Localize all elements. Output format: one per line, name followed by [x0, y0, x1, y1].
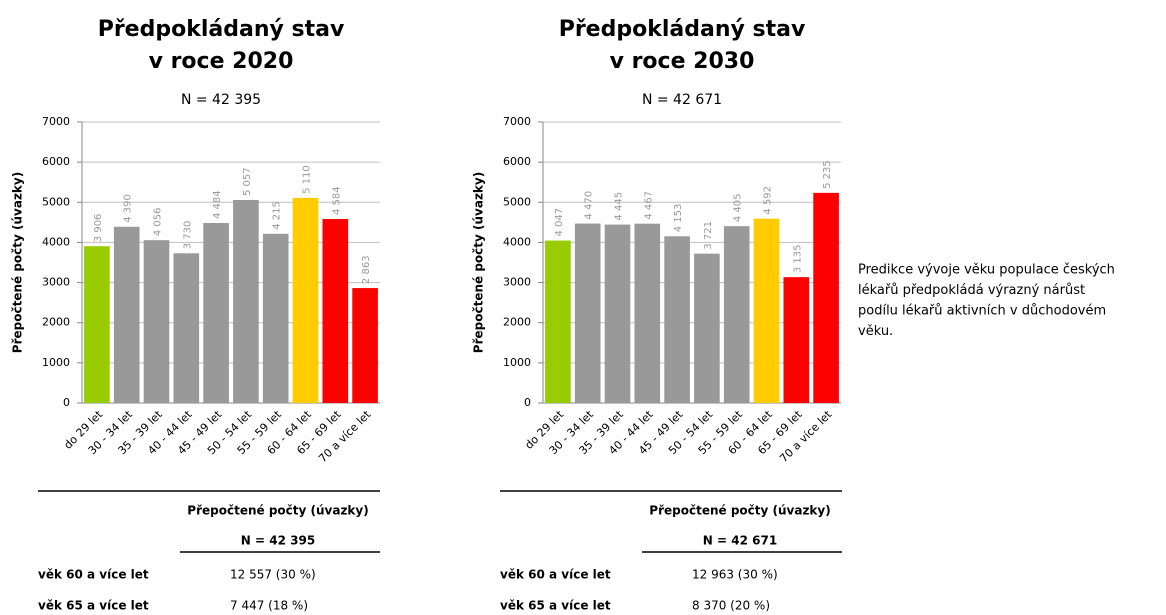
note-line: věku. [858, 324, 893, 339]
bar [723, 226, 750, 403]
value-label: 4 153 [673, 204, 684, 233]
row-label: věk 60 a více let [38, 568, 149, 582]
bar [173, 253, 200, 403]
value-label: 3 906 [93, 214, 104, 243]
bar [664, 236, 690, 403]
y-tick-label: 1000 [42, 356, 70, 369]
bar [233, 199, 259, 403]
value-label: 4 484 [212, 190, 223, 219]
bar [292, 197, 319, 403]
y-tick-label: 5000 [503, 195, 531, 208]
value-label: 4 390 [123, 194, 134, 223]
y-tick-label: 0 [524, 396, 531, 409]
bar [352, 288, 378, 403]
note-line: lékařů předpokládá výrazný nárůst [858, 283, 1085, 298]
row-value: 12 963 (30 %) [692, 568, 778, 582]
value-label: 4 467 [643, 191, 654, 220]
y-tick-label: 2000 [42, 316, 70, 329]
y-tick-label: 0 [63, 396, 70, 409]
value-label: 2 863 [361, 255, 372, 284]
bar [604, 224, 631, 403]
value-label: 4 215 [272, 201, 283, 230]
value-label: 5 110 [302, 165, 313, 194]
row-label: věk 60 a více let [500, 568, 611, 582]
row-value: 7 447 (18 %) [230, 599, 308, 613]
y-tick-label: 5000 [42, 195, 70, 208]
chart-title: v roce 2030 [610, 49, 755, 74]
chart-title: v roce 2020 [149, 49, 294, 74]
y-tick-label: 6000 [503, 155, 531, 168]
y-tick-label: 3000 [42, 276, 70, 289]
bar [113, 226, 140, 403]
chart-title: Předpokládaný stav [98, 17, 345, 42]
value-label: 5 057 [242, 167, 253, 196]
value-label: 4 445 [614, 192, 625, 221]
y-axis-label: Přepočtené počty (úvazky) [472, 172, 486, 353]
bar [203, 222, 229, 403]
bar [634, 223, 661, 403]
row-label: věk 65 a více let [38, 599, 149, 613]
bar [694, 253, 720, 403]
y-axis-label: Přepočtené počty (úvazky) [11, 172, 25, 353]
table-subheader: N = 42 671 [703, 534, 777, 548]
y-tick-label: 6000 [42, 155, 70, 168]
row-value: 8 370 (20 %) [692, 599, 770, 613]
bar [753, 218, 780, 403]
chart-title: Předpokládaný stav [559, 17, 806, 42]
row-label: věk 65 a více let [500, 599, 611, 613]
table-header: Přepočtené počty (úvazky) [649, 504, 830, 518]
table-subheader: N = 42 395 [241, 534, 315, 548]
value-label: 3 730 [182, 221, 193, 250]
value-label: 4 056 [153, 208, 164, 237]
bar [545, 240, 571, 403]
y-tick-label: 3000 [503, 276, 531, 289]
y-tick-label: 1000 [503, 356, 531, 369]
chart-subtitle: N = 42 671 [642, 92, 722, 108]
value-label: 4 584 [331, 186, 342, 215]
bar [143, 240, 170, 403]
value-label: 3 721 [703, 221, 714, 250]
table-header: Přepočtené počty (úvazky) [187, 504, 368, 518]
value-label: 4 047 [554, 208, 565, 237]
y-tick-label: 4000 [42, 235, 70, 248]
y-tick-label: 2000 [503, 316, 531, 329]
value-label: 5 235 [822, 160, 833, 189]
bar [322, 218, 349, 403]
note-line: podílu lékařů aktivních v důchodovém [858, 304, 1106, 319]
bar [813, 192, 839, 403]
bar [783, 277, 810, 403]
chart-subtitle: N = 42 395 [181, 92, 261, 108]
bar [574, 223, 601, 403]
value-label: 4 405 [733, 194, 744, 223]
y-tick-label: 4000 [503, 235, 531, 248]
bar [262, 233, 289, 403]
note-line: Predikce vývoje věku populace českých [858, 263, 1115, 278]
y-tick-label: 7000 [503, 115, 531, 128]
value-label: 4 592 [763, 186, 774, 215]
value-label: 4 470 [584, 191, 595, 220]
bar [84, 246, 110, 403]
y-tick-label: 7000 [42, 115, 70, 128]
row-value: 12 557 (30 %) [230, 568, 316, 582]
value-label: 3 135 [792, 245, 803, 274]
